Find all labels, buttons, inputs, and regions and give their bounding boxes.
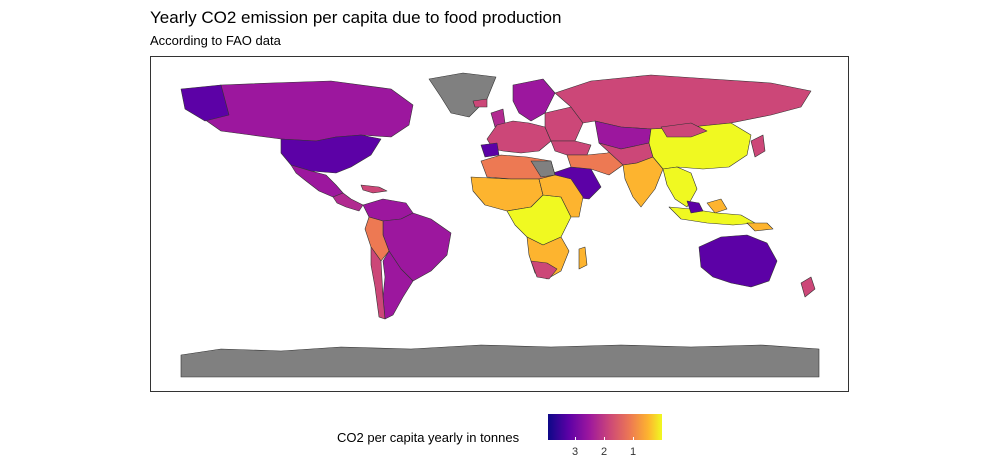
region-central-africa <box>506 194 572 246</box>
region-japan-korea <box>750 134 766 158</box>
region-central-america <box>332 192 364 212</box>
region-russia <box>554 74 812 130</box>
region-malaysia <box>686 200 704 214</box>
chart-subtitle: According to FAO data <box>150 33 281 48</box>
chart-title: Yearly CO2 emission per capita due to fo… <box>150 8 562 27</box>
legend-tick-label: 3 <box>571 446 579 458</box>
region-argentina <box>382 250 414 320</box>
region-india <box>622 156 664 208</box>
region-new-zealand <box>800 276 816 298</box>
region-alaska <box>180 84 230 122</box>
region-caribbean <box>360 184 388 194</box>
legend-tick <box>575 437 576 442</box>
legend-tick <box>604 437 605 442</box>
region-south-africa <box>530 260 558 280</box>
region-southeast-asia <box>662 166 698 208</box>
region-greenland <box>428 72 497 118</box>
legend-colorbar <box>548 414 662 440</box>
region-madagascar <box>578 246 588 270</box>
map-panel <box>150 56 849 392</box>
legend-tick-label: 2 <box>600 446 608 458</box>
region-antarctica <box>180 344 820 378</box>
region-mongolia <box>660 122 708 138</box>
region-chile <box>370 246 386 320</box>
region-east-africa <box>538 174 584 218</box>
region-australia <box>698 234 778 288</box>
region-turkey <box>550 140 592 156</box>
region-papua <box>746 222 774 232</box>
region-iceland <box>472 98 488 108</box>
legend-tick <box>633 437 634 442</box>
region-usa <box>280 134 382 174</box>
world-map <box>180 72 820 378</box>
region-scandinavia <box>512 78 556 122</box>
legend-tick-label: 1 <box>629 446 637 458</box>
region-iberia <box>480 142 500 158</box>
region-peru-bolivia <box>364 216 390 262</box>
legend-title: CO2 per capita yearly in tonnes <box>337 430 520 445</box>
region-borneo <box>706 198 728 214</box>
